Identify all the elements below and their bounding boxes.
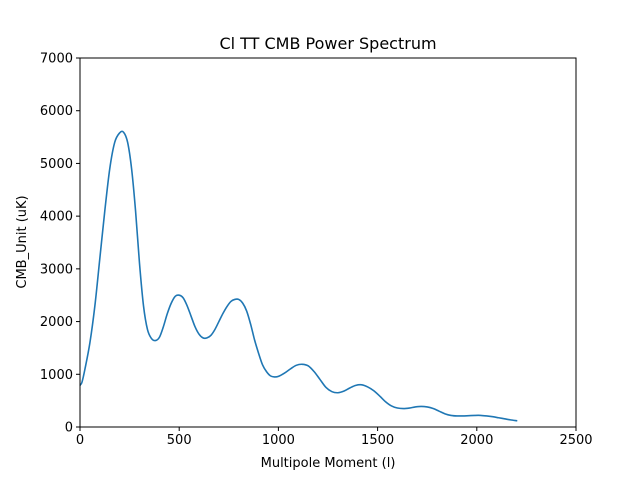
x-tick-label: 500 bbox=[167, 433, 192, 448]
y-tick-label: 5000 bbox=[40, 157, 73, 172]
x-tick-label: 0 bbox=[76, 433, 84, 448]
plot-area bbox=[80, 58, 576, 427]
x-tick-label: 2500 bbox=[559, 433, 592, 448]
chart-title: Cl TT CMB Power Spectrum bbox=[219, 34, 436, 53]
x-tick-label: 2000 bbox=[460, 433, 493, 448]
y-tick-label: 3000 bbox=[40, 262, 73, 277]
y-tick-label: 0 bbox=[65, 421, 73, 436]
x-axis-label: Multipole Moment (l) bbox=[261, 456, 396, 471]
plot-frame bbox=[79, 57, 577, 428]
x-axis-ticks: 0 500 1000 1500 2000 2500 bbox=[76, 427, 593, 448]
y-tick-label: 7000 bbox=[40, 52, 73, 67]
y-tick-label: 1000 bbox=[40, 368, 73, 383]
x-tick-label: 1000 bbox=[262, 433, 295, 448]
y-tick-label: 6000 bbox=[40, 104, 73, 119]
series-line-0 bbox=[79, 130, 518, 422]
y-tick-label: 2000 bbox=[40, 315, 73, 330]
y-axis-label: CMB_Unit (uK) bbox=[15, 195, 30, 288]
x-tick-label: 1500 bbox=[361, 433, 394, 448]
series-layer bbox=[79, 130, 518, 422]
y-tick-label: 4000 bbox=[40, 210, 73, 225]
y-axis-ticks: 0 1000 2000 3000 4000 5000 6000 7000 bbox=[40, 52, 80, 436]
